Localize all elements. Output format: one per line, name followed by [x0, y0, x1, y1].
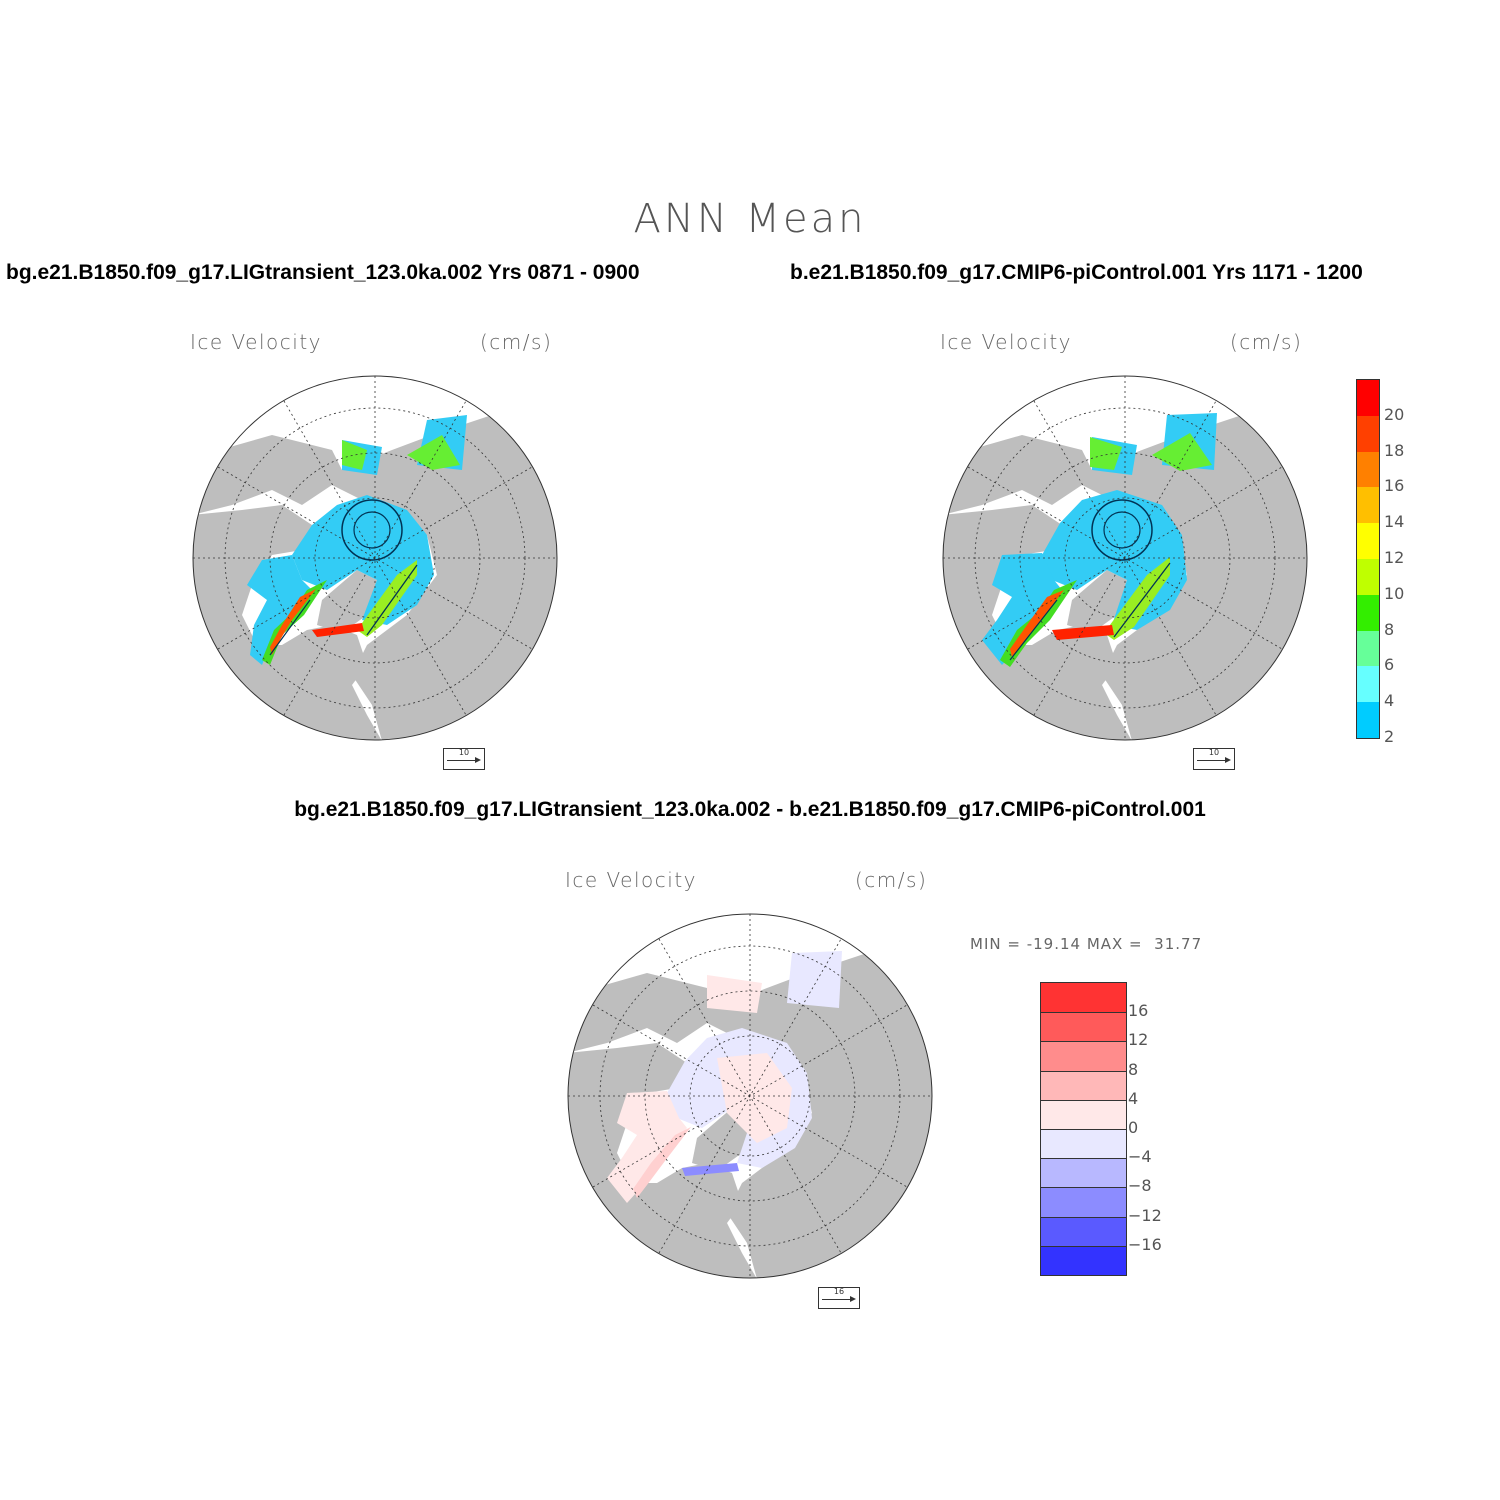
right-polar-map [942, 375, 1308, 741]
difference-colorbar-tick-label: 16 [1128, 1001, 1149, 1021]
diff-arctic-pos [717, 1053, 792, 1143]
right-reference-vector: 10 [1193, 748, 1235, 770]
absolute-colorbar-tick-label: 12 [1384, 548, 1405, 567]
ice-kara-green [1152, 433, 1212, 471]
absolute-colorbar-tick-label: 6 [1384, 655, 1395, 675]
left-polar-map [192, 375, 558, 741]
land-greenland [692, 1108, 752, 1171]
absolute-colorbar-swatch [1357, 559, 1379, 595]
diff-variable-label: Ice Velocity [565, 868, 698, 892]
absolute-colorbar-swatch [1357, 523, 1379, 559]
left-variable-label: Ice Velocity [190, 330, 323, 354]
diff-reference-vector: 16 [818, 1287, 860, 1309]
diff-units-label: (cm/s) [855, 868, 928, 892]
absolute-colorbar-swatch [1357, 594, 1379, 631]
difference-colorbar-swatch [1041, 1041, 1126, 1071]
land-eurasia [193, 415, 557, 740]
arrow-right-icon [1197, 757, 1231, 763]
diff-baffin [607, 1091, 687, 1203]
left-units-label: (cm/s) [480, 330, 553, 354]
right-variable-label: Ice Velocity [940, 330, 1073, 354]
absolute-colorbar-swatch [1357, 702, 1379, 738]
difference-colorbar-tick-label: 12 [1128, 1030, 1149, 1050]
absolute-colorbar-tick-label: 14 [1384, 512, 1405, 532]
ice-fram-strait [1104, 557, 1170, 640]
difference-colorbar-tick-label: −4 [1128, 1147, 1152, 1167]
ice-east-greenland-red [1052, 625, 1114, 640]
left-case-title: bg.e21.B1850.f09_g17.LIGtransient_123.0k… [6, 261, 640, 284]
difference-colorbar-tick-label: −16 [1128, 1234, 1162, 1254]
absolute-colorbar-tick-label: 4 [1384, 691, 1395, 711]
right-units-label: (cm/s) [1230, 330, 1303, 354]
diff-east-greenland [682, 1163, 739, 1176]
right-case-title: b.e21.B1850.f09_g17.CMIP6-piControl.001 … [790, 261, 1363, 284]
diff-barents [707, 975, 762, 1013]
left-reference-vector: 10 [443, 748, 485, 770]
land-greenland [317, 570, 377, 633]
diff-polar-map [567, 913, 933, 1279]
absolute-colorbar-tick-label: 20 [1384, 404, 1405, 424]
absolute-colorbar-tick-label: 8 [1384, 619, 1395, 639]
diff-kara [787, 951, 842, 1008]
graticule [193, 376, 557, 740]
right-reference-vector-value: 10 [1208, 748, 1220, 757]
difference-colorbar-swatch [1041, 1216, 1126, 1246]
ice-barents-north-green [342, 440, 367, 470]
absolute-colorbar-swatch [1357, 415, 1379, 452]
left-reference-vector-value: 10 [458, 748, 470, 757]
graticule [568, 914, 932, 1278]
difference-colorbar-tick-label: −8 [1128, 1176, 1152, 1196]
difference-colorbar-swatch [1041, 983, 1126, 1013]
absolute-colorbar-labels: 20 18 16 14 12 10 8 6 4 2 [1384, 379, 1424, 746]
ice-fram-strait [357, 560, 417, 637]
arrow-right-icon [822, 1296, 856, 1302]
absolute-colorbar-swatch [1357, 487, 1379, 524]
absolute-colorbar-tick-label: 16 [1384, 476, 1405, 496]
absolute-colorbar-swatch [1357, 380, 1379, 416]
absolute-colorbar-swatch [1357, 630, 1379, 667]
difference-colorbar [1040, 982, 1127, 1276]
difference-colorbar-labels: 16 12 8 4 0 −4 −8 −12 −16 [1128, 982, 1178, 1274]
diff-labrador [633, 1127, 691, 1198]
ice-labrador-red [1010, 590, 1064, 657]
ice-baffin [982, 553, 1062, 665]
ice-barents-north-green [1090, 437, 1122, 470]
difference-colorbar-swatch [1041, 1187, 1126, 1217]
main-title: ANN Mean [633, 196, 867, 242]
land-greenland [1067, 570, 1127, 633]
difference-colorbar-tick-label: 4 [1128, 1088, 1139, 1108]
absolute-colorbar-swatch [1357, 451, 1379, 488]
difference-colorbar-tick-label: −12 [1128, 1205, 1162, 1225]
ice-east-greenland-red [312, 623, 364, 637]
diff-reference-vector-value: 16 [833, 1287, 845, 1296]
absolute-colorbar [1356, 379, 1380, 739]
land-eurasia [568, 953, 932, 1278]
graticule [943, 376, 1307, 740]
land-eurasia [943, 415, 1307, 740]
absolute-colorbar-swatch [1357, 666, 1379, 703]
absolute-colorbar-tick-label: 18 [1384, 440, 1405, 460]
difference-colorbar-swatch [1041, 1012, 1126, 1042]
difference-colorbar-swatch [1041, 1158, 1126, 1188]
ice-baffin [247, 555, 312, 665]
absolute-colorbar-tick-label: 10 [1384, 583, 1405, 603]
difference-colorbar-tick-label: 0 [1128, 1118, 1139, 1137]
absolute-colorbar-tick-label: 2 [1384, 727, 1395, 746]
difference-colorbar-swatch [1041, 1099, 1126, 1129]
difference-colorbar-tick-label: 8 [1128, 1059, 1139, 1079]
difference-colorbar-swatch [1041, 1129, 1126, 1159]
difference-colorbar-swatch [1041, 1245, 1126, 1275]
diff-case-title: bg.e21.B1850.f09_g17.LIGtransient_123.0k… [294, 798, 1206, 821]
arrow-right-icon [447, 757, 481, 763]
ice-kara-green [407, 435, 460, 470]
diff-min-max: MIN = -19.14 MAX = 31.77 [970, 935, 1203, 953]
difference-colorbar-swatch [1041, 1070, 1126, 1100]
